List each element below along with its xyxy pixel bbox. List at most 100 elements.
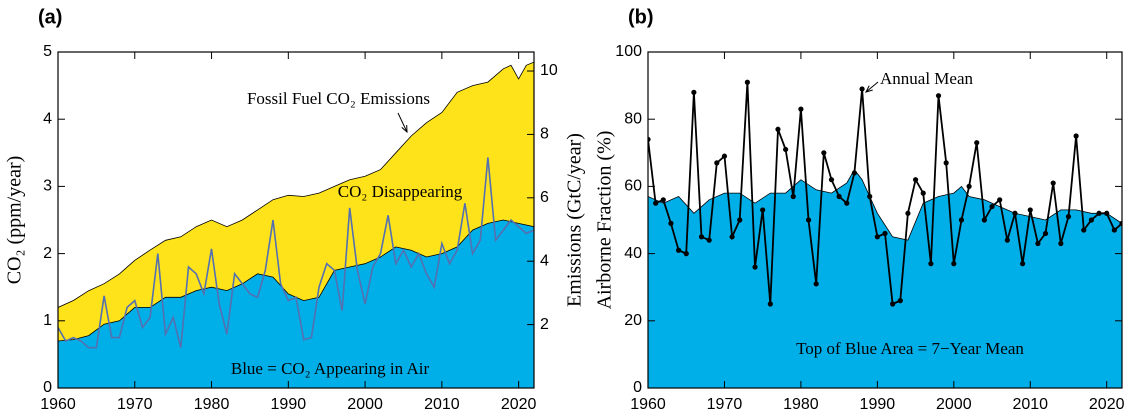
point: [660, 197, 666, 203]
point: [648, 136, 651, 142]
point: [1088, 217, 1095, 223]
point: [752, 264, 758, 270]
x-tick-label: 1980: [783, 396, 819, 413]
point: [1004, 237, 1010, 243]
point: [668, 220, 674, 226]
annotation: Annual Mean: [880, 69, 974, 88]
point: [1058, 240, 1064, 247]
y-tick-label: 100: [615, 43, 642, 60]
point: [653, 200, 659, 206]
y-tick-label: 0: [633, 379, 642, 396]
point: [874, 234, 880, 240]
panel-label: (b): [628, 6, 654, 28]
line: [58, 157, 534, 349]
point: [698, 234, 705, 240]
y-tick-label: 80: [624, 110, 642, 127]
point: [744, 79, 750, 85]
point: [1050, 180, 1056, 186]
point: [1073, 133, 1079, 139]
y-axis-title: CO₂ (ppm/year): [4, 156, 26, 285]
point: [974, 140, 980, 146]
y-tick-label: 40: [624, 245, 642, 262]
point: [1096, 210, 1102, 216]
point: [859, 86, 865, 92]
y2-tick-label: 8: [540, 126, 549, 143]
arrow: [865, 81, 879, 93]
point: [760, 207, 766, 213]
y-tick-label: 0: [43, 379, 52, 396]
point: [890, 301, 896, 307]
x-tick-label: 2010: [1012, 396, 1048, 413]
point: [706, 237, 712, 243]
point: [981, 217, 987, 223]
annotation: Blue = CO₂ Appearing in Air: [231, 359, 430, 378]
arrow-head: [865, 85, 873, 93]
point: [729, 234, 735, 240]
point: [813, 281, 819, 287]
point: [1119, 220, 1122, 226]
x-tick-label: 2000: [936, 396, 972, 413]
point: [828, 177, 835, 183]
point: [1104, 210, 1110, 216]
point: [1081, 227, 1087, 233]
point: [821, 150, 827, 156]
x-tick-label: 1960: [40, 396, 76, 413]
x-tick-label: 2020: [501, 396, 537, 413]
plot-area: [648, 79, 1122, 388]
point: [737, 217, 743, 223]
y2-tick-label: 2: [540, 316, 549, 333]
point: [1027, 207, 1033, 213]
y-tick-label: 4: [43, 110, 52, 127]
point: [1065, 214, 1072, 220]
point: [867, 193, 873, 200]
point: [897, 298, 903, 304]
y-tick-label: 5: [43, 43, 52, 60]
area: [58, 220, 534, 388]
x-tick-label: 1980: [194, 396, 230, 413]
point: [675, 247, 682, 253]
point: [844, 200, 850, 206]
x-tick-label: 2000: [347, 396, 383, 413]
point: [1020, 261, 1026, 267]
point: [1111, 227, 1117, 233]
point: [997, 197, 1003, 203]
y-tick-label: 20: [624, 312, 642, 329]
annotation: Top of Blue Area = 7−Year Mean: [796, 339, 1024, 358]
point: [951, 261, 957, 267]
y2-tick-label: 10: [540, 62, 558, 79]
point: [1012, 210, 1018, 216]
x-tick-label: 2010: [424, 396, 460, 413]
y-axis-title: Airborne Fraction (%): [594, 131, 616, 310]
point: [775, 126, 781, 132]
y-tick-label: 3: [43, 178, 52, 195]
y2-axis-title: Emissions (GtC/year): [564, 133, 586, 307]
arrow: [397, 112, 408, 133]
point: [966, 183, 972, 189]
x-tick-label: 1990: [271, 396, 307, 413]
x-tick-label: 1960: [630, 396, 666, 413]
point: [783, 146, 789, 153]
area-edge: [648, 168, 1122, 241]
annotation: Fossil Fuel CO₂ Emissions: [247, 89, 430, 108]
point: [798, 106, 804, 112]
y-tick-label: 1: [43, 312, 52, 329]
panel-label: (a): [38, 6, 62, 28]
point: [790, 193, 796, 200]
y-tick-label: 60: [624, 178, 642, 195]
annotation: CO₂ Disappearing: [338, 182, 463, 201]
point: [691, 89, 697, 95]
x-tick-label: 1970: [117, 396, 153, 413]
y2-tick-label: 4: [540, 252, 549, 269]
point: [1035, 240, 1041, 247]
y2-tick-label: 6: [540, 189, 549, 206]
plot-frame: [647, 51, 1123, 389]
point: [721, 153, 728, 159]
point: [714, 160, 720, 166]
y-tick-label: 2: [43, 245, 52, 262]
point: [882, 230, 888, 237]
point: [989, 203, 995, 210]
x-tick-label: 1970: [707, 396, 743, 413]
point: [851, 170, 858, 176]
x-tick-label: 2020: [1089, 396, 1125, 413]
